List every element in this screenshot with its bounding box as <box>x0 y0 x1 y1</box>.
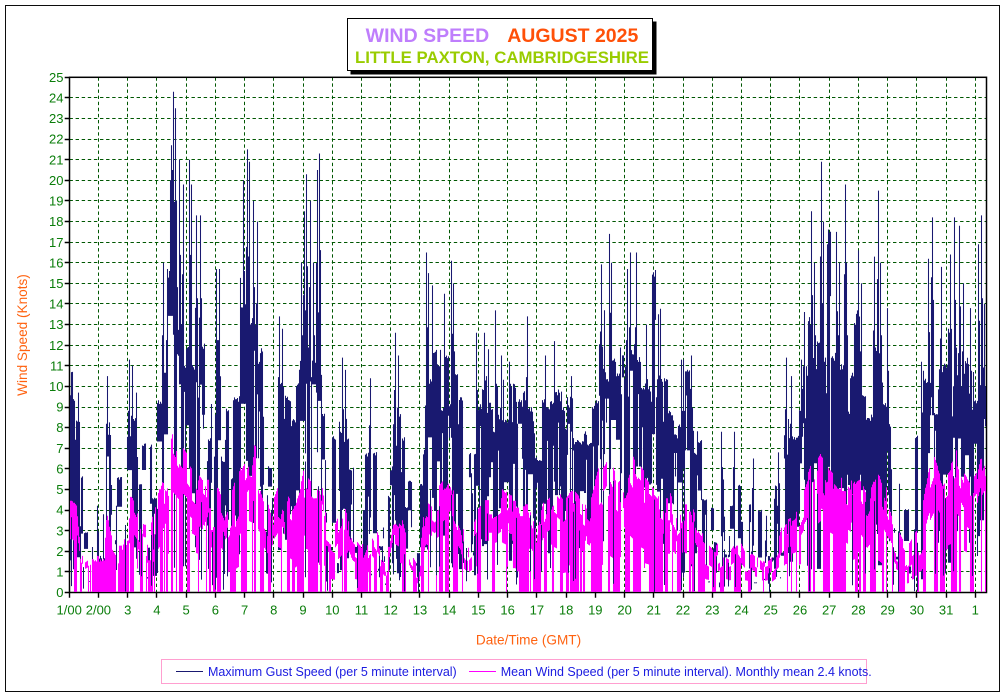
svg-text:5: 5 <box>182 603 189 618</box>
svg-text:2: 2 <box>56 544 63 559</box>
svg-text:20: 20 <box>49 173 63 188</box>
svg-text:23: 23 <box>49 111 63 126</box>
svg-text:2/00: 2/00 <box>86 603 111 618</box>
svg-text:7: 7 <box>56 441 63 456</box>
svg-text:29: 29 <box>880 603 894 618</box>
svg-text:Wind Speed (Knots): Wind Speed (Knots) <box>15 274 30 396</box>
svg-text:6: 6 <box>212 603 219 618</box>
svg-text:15: 15 <box>49 276 63 291</box>
svg-text:12: 12 <box>49 338 63 353</box>
svg-text:1: 1 <box>56 565 63 580</box>
svg-text:11: 11 <box>50 358 64 373</box>
svg-text:9: 9 <box>299 603 306 618</box>
svg-text:30: 30 <box>910 603 924 618</box>
svg-text:13: 13 <box>49 317 63 332</box>
svg-text:15: 15 <box>471 603 485 618</box>
svg-text:14: 14 <box>49 297 63 312</box>
svg-text:14: 14 <box>442 603 456 618</box>
svg-text:16: 16 <box>49 255 63 270</box>
svg-text:5: 5 <box>56 482 63 497</box>
svg-text:Date/Time (GMT): Date/Time (GMT) <box>476 632 581 647</box>
svg-text:0: 0 <box>56 585 63 600</box>
svg-text:7: 7 <box>241 603 248 618</box>
svg-text:31: 31 <box>939 603 953 618</box>
svg-text:8: 8 <box>56 420 63 435</box>
svg-text:16: 16 <box>500 603 514 618</box>
svg-text:13: 13 <box>413 603 427 618</box>
svg-text:10: 10 <box>49 379 63 394</box>
svg-text:9: 9 <box>56 400 63 415</box>
svg-text:17: 17 <box>49 235 63 250</box>
svg-text:21: 21 <box>49 152 63 167</box>
svg-text:22: 22 <box>49 132 63 147</box>
svg-text:19: 19 <box>49 194 63 209</box>
svg-text:12: 12 <box>383 603 397 618</box>
svg-text:6: 6 <box>56 462 63 477</box>
svg-text:21: 21 <box>647 603 661 618</box>
svg-text:18: 18 <box>559 603 573 618</box>
svg-text:28: 28 <box>851 603 865 618</box>
svg-text:4: 4 <box>153 603 160 618</box>
svg-text:20: 20 <box>617 603 631 618</box>
svg-text:4: 4 <box>56 503 63 518</box>
svg-text:24: 24 <box>734 603 748 618</box>
svg-text:3: 3 <box>124 603 131 618</box>
svg-text:26: 26 <box>793 603 807 618</box>
svg-text:3: 3 <box>56 523 63 538</box>
svg-text:23: 23 <box>705 603 719 618</box>
svg-text:1: 1 <box>972 603 979 618</box>
svg-text:22: 22 <box>676 603 690 618</box>
svg-text:17: 17 <box>530 603 544 618</box>
svg-text:24: 24 <box>49 91 63 106</box>
svg-text:27: 27 <box>822 603 836 618</box>
svg-text:25: 25 <box>49 70 63 85</box>
svg-text:11: 11 <box>355 603 369 618</box>
svg-text:19: 19 <box>588 603 602 618</box>
svg-text:8: 8 <box>270 603 277 618</box>
svg-text:1/00: 1/00 <box>57 603 82 618</box>
svg-text:10: 10 <box>325 603 339 618</box>
svg-text:25: 25 <box>763 603 777 618</box>
svg-text:18: 18 <box>49 214 63 229</box>
